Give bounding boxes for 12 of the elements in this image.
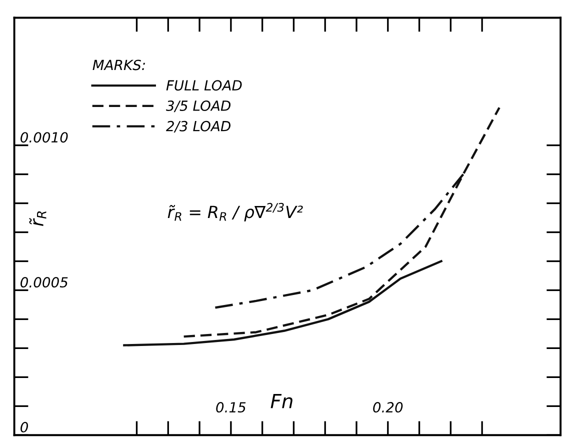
legend-label: 3/5 LOAD <box>166 100 230 112</box>
x-tick-label: 0.20 <box>373 402 403 413</box>
legend-title: MARKS: <box>92 60 145 70</box>
y-tick-label: 0 <box>20 422 28 432</box>
legend-label: FULL LOAD <box>166 80 242 91</box>
x-tick-label: 0.15 <box>216 402 246 413</box>
y-axis-title: r̃$_{R}$ <box>29 211 46 226</box>
y-tick-label: 0.0005 <box>20 277 68 288</box>
legend-label: 2/3 LOAD <box>166 120 230 132</box>
y-tick-label: 0.0010 <box>20 132 68 143</box>
x-axis-title: Fn <box>270 394 292 408</box>
annotation: r̃$_{R}$ = R$_{R}$ / ρ∇$^{2/3}$V² <box>168 202 303 222</box>
